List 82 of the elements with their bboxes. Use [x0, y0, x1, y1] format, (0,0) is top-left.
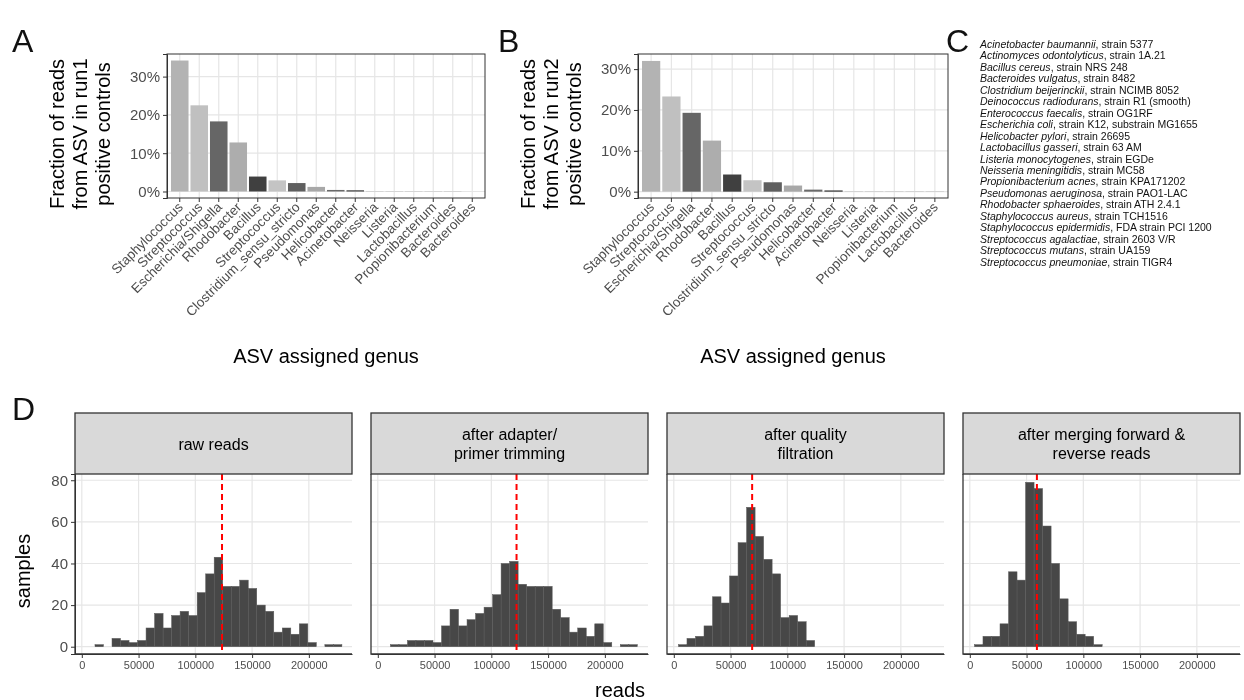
x-tick-label: 0: [79, 658, 86, 671]
y-tick-label: 10%: [600, 142, 631, 160]
x-tick-label: 100000: [769, 658, 807, 671]
y-tick-label: 0%: [609, 182, 631, 200]
text: Bacillus cereus, strain NRS 248: [980, 60, 1128, 73]
text: Actinomyces odontolyticus, strain 1A.21: [979, 49, 1166, 62]
chart-subtitle: after adapter/ primer trimming: [453, 426, 566, 462]
bar: [662, 96, 681, 192]
x-tick-label: 100000: [1065, 658, 1103, 671]
x-tick-label: 200000: [291, 658, 328, 671]
bar: [702, 140, 722, 192]
text: Clostridium beijerinckii, strain NCIMB 8052: [980, 83, 1180, 96]
x-tick-label: 200000: [1179, 658, 1216, 671]
y-tick-label: 0: [59, 638, 68, 656]
y-tick-label: 40: [51, 554, 68, 572]
bar: [743, 180, 762, 192]
text: Deinococcus radiodurans, strain R1 (smooth): [980, 95, 1191, 108]
bar: [723, 174, 742, 192]
bar: [682, 112, 701, 192]
x-tick-label: 0: [375, 658, 382, 671]
text: Staphylococcus epidermidis, FDA strain PCI 1200: [980, 221, 1212, 234]
y-tick-label: 10%: [129, 144, 160, 162]
x-tick-label: 150000: [234, 658, 271, 671]
text: Enterococcus faecalis, strain OG1RF: [980, 106, 1153, 119]
x-tick-label: 0: [671, 658, 678, 671]
y-axis-title: Fraction of reads from ASV in run1 positive controls: [46, 58, 114, 210]
text: Staphylococcus aureus, strain TCH1516: [980, 209, 1168, 222]
bar: [763, 182, 782, 192]
y-tick-label: 0%: [138, 182, 160, 200]
bar: [209, 121, 228, 192]
text: Escherichia coli, strain K12, substrain MG1655: [980, 118, 1198, 131]
x-tick-label: 150000: [826, 658, 863, 671]
y-tick-label: 30%: [600, 60, 631, 78]
bar: [190, 105, 209, 192]
chart-subtitle: raw reads: [178, 435, 249, 453]
x-axis-title: ASV assigned genus: [700, 345, 886, 367]
y-axis-title: samples: [12, 533, 34, 609]
x-tick-label: 50000: [1011, 658, 1043, 671]
chart-subtitle: after merging forward & reverse reads: [1017, 426, 1186, 462]
x-tick-label: 50000: [715, 658, 747, 671]
x-tick-label: 150000: [530, 658, 567, 671]
y-tick-label: 60: [51, 513, 68, 531]
chart-subtitle: after quality filtration: [764, 426, 847, 462]
chart-title: B: [498, 23, 520, 59]
y-tick-label: 30%: [129, 67, 160, 85]
y-tick-label: 20: [51, 596, 68, 614]
bar: [804, 189, 823, 192]
x-axis-title: reads: [594, 679, 646, 700]
text: Streptococcus pneumoniae, strain TIGR4: [980, 255, 1173, 268]
text: Pseudomonas aeruginosa, strain PAO1-LAC: [980, 186, 1189, 199]
bar: [642, 60, 661, 192]
x-tick-label: 200000: [587, 658, 624, 671]
text: Helicobacter pylori, strain 26695: [980, 129, 1131, 142]
bar: [268, 180, 287, 192]
text: Propionibacterium acnes, strain KPA171202: [980, 175, 1186, 188]
text: Streptococcus mutans, strain UA159: [980, 244, 1151, 257]
y-tick-label: 80: [51, 471, 68, 489]
bar: [170, 60, 189, 192]
text: Acinetobacter baumannii, strain 5377: [979, 38, 1154, 50]
y-axis-title: Fraction of reads from ASV in run2 positive controls: [517, 58, 585, 210]
y-tick-label: 20%: [600, 101, 631, 119]
x-tick-label: 50000: [123, 658, 155, 671]
x-tick-label: 200000: [883, 658, 920, 671]
chart-title: D: [12, 391, 36, 427]
chart-title: A: [12, 23, 34, 59]
x-tick-label: 0: [967, 658, 974, 671]
text: Bacteroides vulgatus, strain 8482: [980, 72, 1136, 85]
text: Rhodobacter sphaeroides, strain ATH 2.4.1: [980, 198, 1181, 211]
text: C: [946, 23, 970, 59]
bar: [229, 142, 248, 192]
x-tick-label: 150000: [1122, 658, 1159, 671]
bar: [287, 183, 306, 192]
bar: [248, 176, 267, 192]
bar: [783, 185, 803, 192]
text: Lactobacillus gasseri, strain 63 AM: [980, 141, 1142, 154]
text: Listeria monocytogenes, strain EGDe: [980, 152, 1155, 165]
text: Streptococcus agalactiae, strain 2603 V/R: [980, 232, 1176, 245]
x-tick-label: 50000: [419, 658, 451, 671]
x-tick-label: 100000: [473, 658, 511, 671]
y-tick-label: 20%: [129, 106, 160, 124]
x-axis-title: ASV assigned genus: [233, 345, 419, 367]
x-tick-label: 100000: [177, 658, 215, 671]
